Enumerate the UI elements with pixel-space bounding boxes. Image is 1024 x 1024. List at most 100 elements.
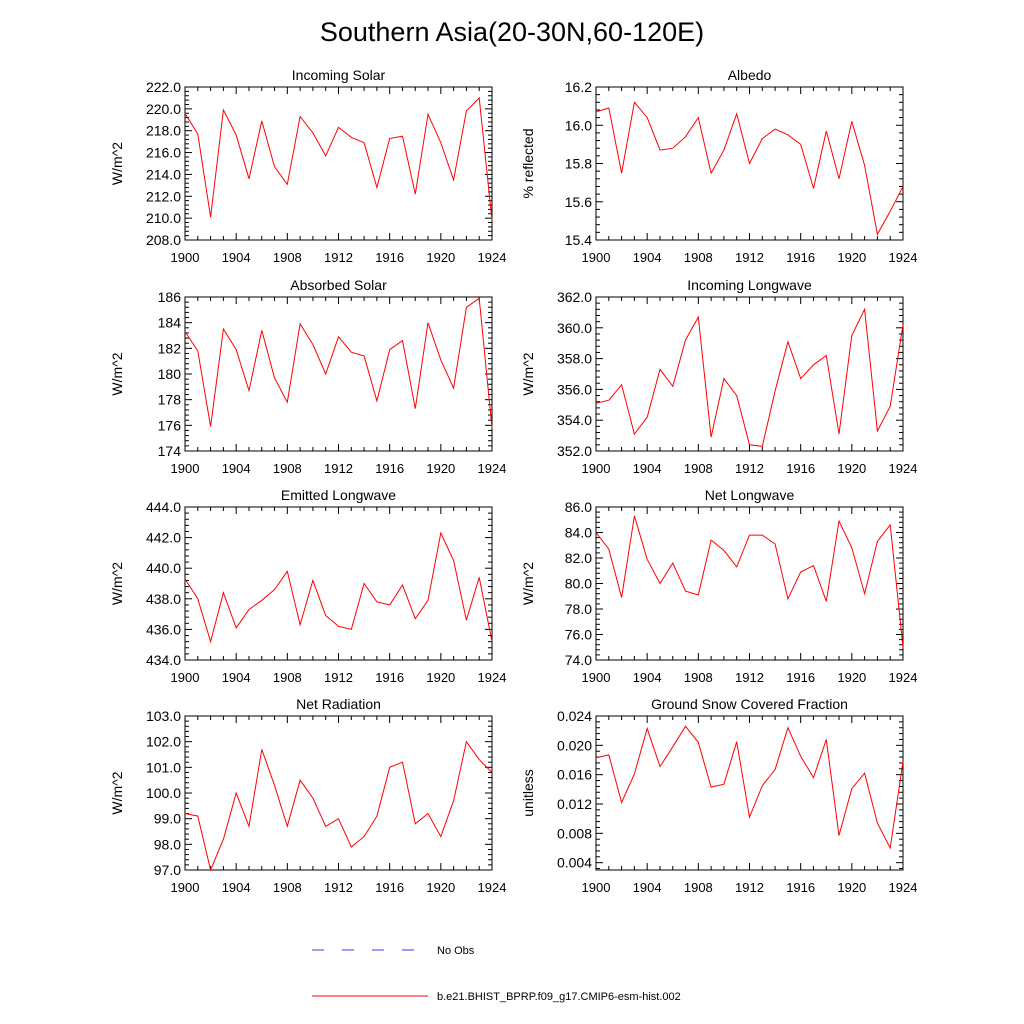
x-tick-label: 1908: [684, 880, 713, 895]
y-tick-label: 76.0: [565, 627, 592, 643]
y-axis-label: W/m^2: [520, 562, 536, 605]
y-tick-label: 16.0: [565, 117, 592, 133]
y-tick-label: 174: [158, 443, 182, 459]
x-tick-label: 1920: [426, 250, 455, 265]
x-tick-label: 1908: [684, 250, 713, 265]
legend-model-label: b.e21.BHIST_BPRP.f09_g17.CMIP6-esm-hist.…: [437, 991, 681, 1003]
x-tick-label: 1916: [375, 880, 404, 895]
y-tick-label: 86.0: [565, 499, 592, 515]
x-tick-label: 1920: [837, 880, 866, 895]
x-tick-label: 1924: [889, 880, 918, 895]
y-tick-label: 99.0: [154, 811, 181, 827]
legend-obs-label: No Obs: [437, 945, 475, 957]
x-tick-label: 1912: [735, 670, 764, 685]
x-tick-label: 1924: [889, 670, 918, 685]
x-tick-label: 1908: [273, 880, 302, 895]
y-tick-label: 182: [158, 340, 182, 356]
plot-frame: [595, 506, 904, 661]
x-tick-label: 1924: [478, 670, 507, 685]
y-tick-label: 78.0: [565, 601, 592, 617]
y-tick-label: 16.2: [565, 79, 592, 95]
series-line-emitted-longwave: [184, 531, 493, 644]
panel-absorbed-solar: Absorbed Solar W/m^2 1900 1904 1908 1912 1916 1…: [109, 277, 506, 476]
y-tick-label: 352.0: [557, 443, 592, 459]
x-tick-label: 1916: [786, 670, 815, 685]
y-tick-label: 180: [158, 366, 182, 382]
x-tick-label: 1912: [324, 880, 353, 895]
y-tick-label: 0.012: [557, 796, 592, 812]
x-tick-label: 1916: [786, 250, 815, 265]
x-tick-label: 1924: [478, 250, 507, 265]
y-tick-label: 98.0: [154, 836, 181, 852]
x-tick-label: 1912: [324, 250, 353, 265]
x-tick-label: 1920: [426, 880, 455, 895]
y-tick-label: 0.004: [557, 855, 592, 871]
y-axis-label: unitless: [520, 769, 536, 816]
y-axis-label: W/m^2: [109, 142, 125, 185]
panel-title: Ground Snow Covered Fraction: [651, 696, 848, 712]
y-tick-label: 354.0: [557, 412, 592, 428]
x-tick-label: 1908: [273, 250, 302, 265]
series-line-ground-snow-covered-fraction: [595, 725, 904, 850]
x-tick-label: 1904: [222, 670, 251, 685]
y-tick-label: 178: [158, 392, 182, 408]
y-axis-label: W/m^2: [109, 771, 125, 814]
figure-title: Southern Asia(20-30N,60-120E): [320, 17, 704, 47]
y-tick-label: 440.0: [146, 560, 181, 576]
panel-title: Net Longwave: [705, 487, 795, 503]
y-tick-label: 15.8: [565, 156, 592, 172]
x-tick-label: 1900: [582, 250, 611, 265]
y-tick-label: 360.0: [557, 320, 592, 336]
x-tick-label: 1904: [633, 670, 662, 685]
x-tick-label: 1904: [222, 250, 251, 265]
x-tick-label: 1904: [633, 461, 662, 476]
x-tick-label: 1920: [837, 461, 866, 476]
panel-emitted-longwave: Emitted Longwave W/m^2 1900 1904 1908 1912 191…: [109, 487, 506, 685]
y-tick-label: 358.0: [557, 351, 592, 367]
x-tick-label: 1924: [478, 880, 507, 895]
panel-title: Emitted Longwave: [281, 487, 396, 503]
y-tick-label: 218.0: [146, 123, 181, 139]
x-tick-label: 1916: [375, 670, 404, 685]
panel-incoming-longwave: Incoming Longwave W/m^2 1900 1904 1908 1912 19…: [520, 277, 917, 476]
y-tick-label: 84.0: [565, 525, 592, 541]
plot-frame: [184, 506, 493, 661]
panel-title: Albedo: [728, 67, 772, 83]
panel-ground-snow-covered-fraction: Ground Snow Covered Fraction unitless 1900…: [520, 696, 917, 895]
y-tick-label: 356.0: [557, 381, 592, 397]
x-tick-label: 1904: [633, 880, 662, 895]
x-tick-label: 1912: [735, 250, 764, 265]
x-tick-label: 1912: [324, 670, 353, 685]
y-tick-label: 0.024: [557, 708, 592, 724]
y-tick-label: 0.008: [557, 825, 592, 841]
x-tick-label: 1900: [171, 461, 200, 476]
panel-net-longwave: Net Longwave W/m^2 1900 1904 1908 1912 1916 192…: [520, 487, 917, 685]
x-tick-label: 1912: [735, 461, 764, 476]
y-tick-label: 186: [158, 289, 182, 305]
y-axis-label: W/m^2: [109, 352, 125, 395]
y-tick-label: 15.6: [565, 194, 592, 210]
x-tick-label: 1908: [273, 670, 302, 685]
x-tick-label: 1920: [426, 670, 455, 685]
panel-title: Incoming Longwave: [687, 277, 812, 293]
y-tick-label: 436.0: [146, 621, 181, 637]
panel-title: Net Radiation: [296, 696, 381, 712]
y-tick-label: 100.0: [146, 785, 181, 801]
panel-albedo: Albedo % reflected 1900 1904 1908 1912 1916 192…: [520, 67, 917, 265]
plot-frame: [184, 86, 493, 241]
plot-frame: [184, 296, 493, 452]
y-tick-label: 442.0: [146, 530, 181, 546]
panel-net-radiation: Net Radiation W/m^2 1900 1904 1908 1912 1916 19…: [109, 696, 506, 895]
y-axis-label: W/m^2: [109, 562, 125, 605]
x-tick-label: 1900: [171, 880, 200, 895]
legend: No Obs b.e21.BHIST_BPRP.f09_g17.CMIP6-es…: [312, 945, 681, 1003]
y-tick-label: 80.0: [565, 576, 592, 592]
y-tick-label: 74.0: [565, 652, 592, 668]
x-tick-label: 1912: [324, 461, 353, 476]
y-tick-label: 15.4: [565, 232, 592, 248]
x-tick-label: 1900: [171, 250, 200, 265]
y-tick-label: 0.016: [557, 767, 592, 783]
y-tick-label: 82.0: [565, 550, 592, 566]
x-tick-label: 1908: [273, 461, 302, 476]
